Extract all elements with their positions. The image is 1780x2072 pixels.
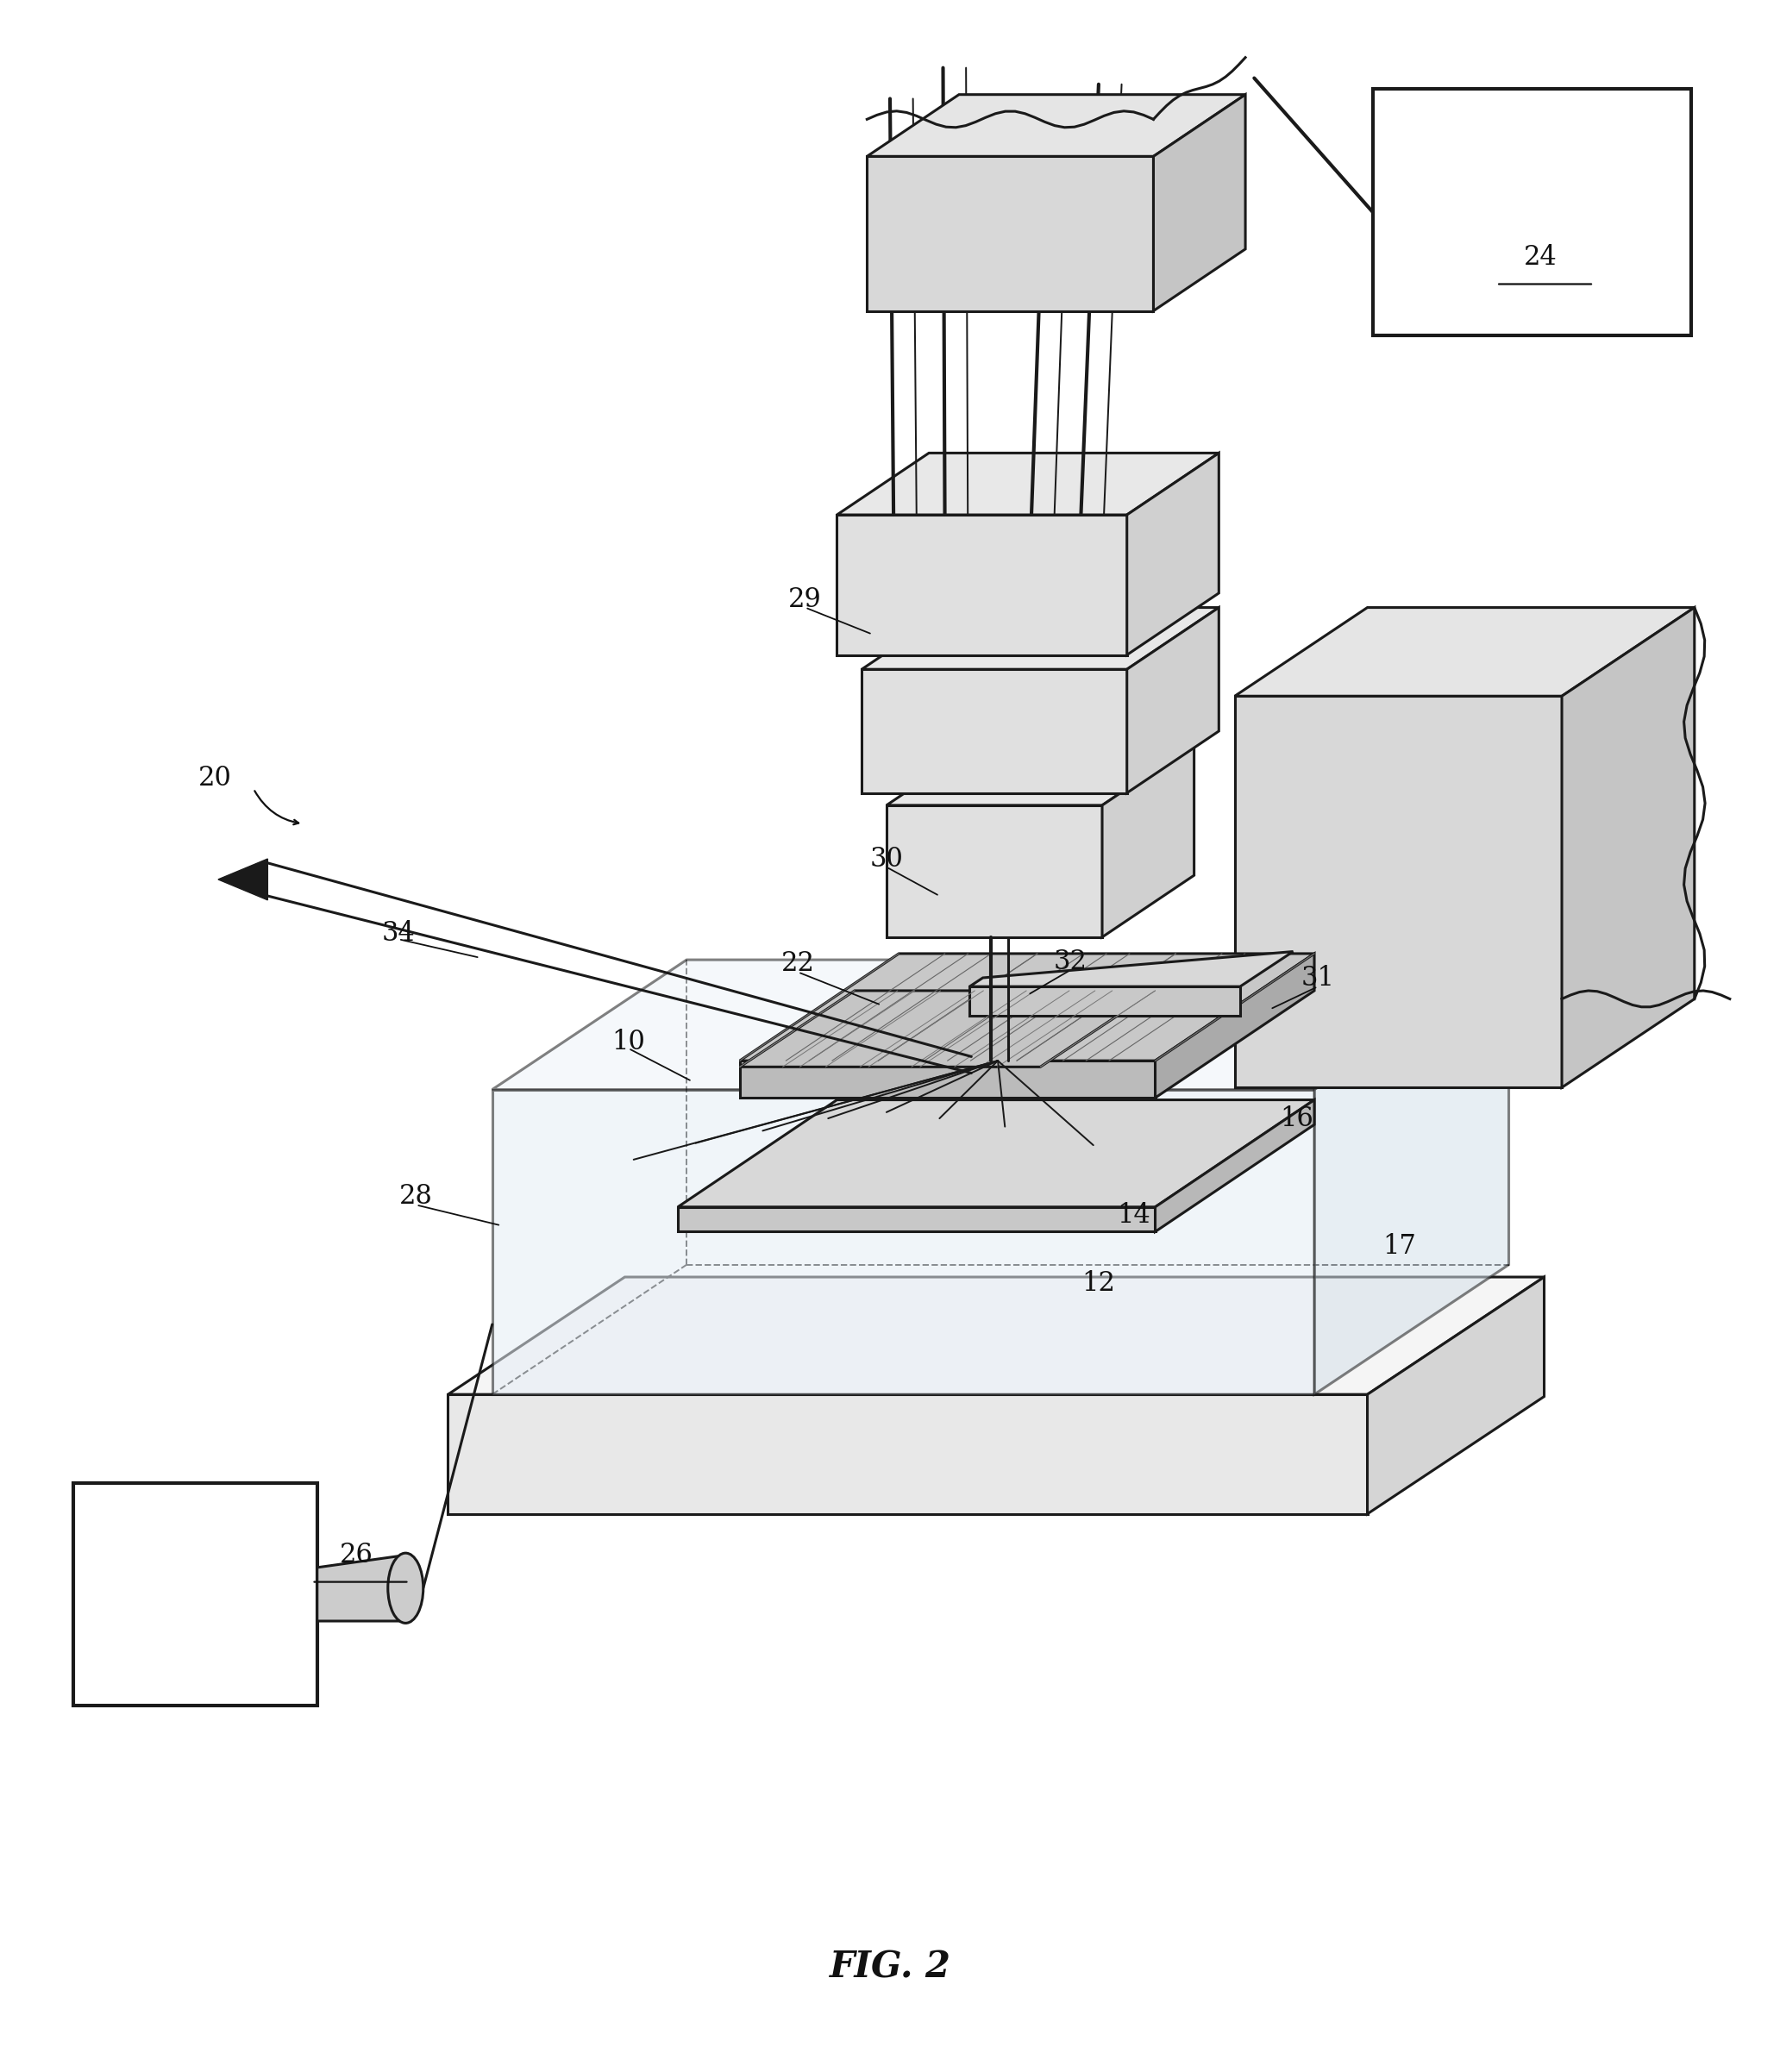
Polygon shape [837,454,1219,514]
Text: 24: 24 [1524,244,1558,271]
Polygon shape [1367,1276,1545,1515]
Text: FIG. 2: FIG. 2 [829,1950,951,1985]
Ellipse shape [388,1554,424,1622]
Text: 17: 17 [1383,1233,1415,1260]
Polygon shape [678,1208,1155,1231]
Polygon shape [449,1276,1545,1394]
Text: 28: 28 [399,1183,433,1210]
Polygon shape [886,744,1194,806]
Polygon shape [740,1061,1155,1098]
Text: 32: 32 [1054,949,1088,976]
Polygon shape [493,1090,1314,1394]
Polygon shape [678,1100,1314,1208]
Text: 30: 30 [870,845,902,872]
Text: 22: 22 [781,951,815,978]
Text: 16: 16 [1280,1104,1314,1131]
Polygon shape [1153,95,1246,311]
Bar [1372,89,1691,336]
Polygon shape [886,806,1102,937]
Polygon shape [740,953,1314,1061]
Polygon shape [1127,607,1219,794]
Text: 26: 26 [340,1542,372,1569]
Polygon shape [1314,959,1509,1394]
Polygon shape [1155,953,1314,1098]
Polygon shape [862,669,1127,794]
Polygon shape [837,514,1127,655]
Bar [73,1484,317,1705]
Text: 10: 10 [612,1030,644,1055]
Polygon shape [867,155,1153,311]
Text: 12: 12 [1082,1270,1116,1297]
Text: 20: 20 [198,765,231,792]
Text: 34: 34 [381,920,415,947]
Text: 31: 31 [1301,966,1335,992]
Polygon shape [219,858,267,899]
Polygon shape [970,951,1292,986]
Polygon shape [1235,696,1561,1088]
Polygon shape [1235,607,1695,696]
Polygon shape [970,986,1241,1015]
Polygon shape [1102,744,1194,937]
Polygon shape [740,990,1155,1067]
Polygon shape [1561,607,1695,1088]
Text: 29: 29 [789,586,822,613]
Polygon shape [317,1556,406,1620]
Polygon shape [449,1394,1367,1515]
Polygon shape [493,959,1509,1090]
Text: 14: 14 [1118,1202,1150,1229]
Polygon shape [867,95,1246,155]
Polygon shape [1127,454,1219,655]
Polygon shape [1155,1100,1314,1231]
Polygon shape [862,607,1219,669]
